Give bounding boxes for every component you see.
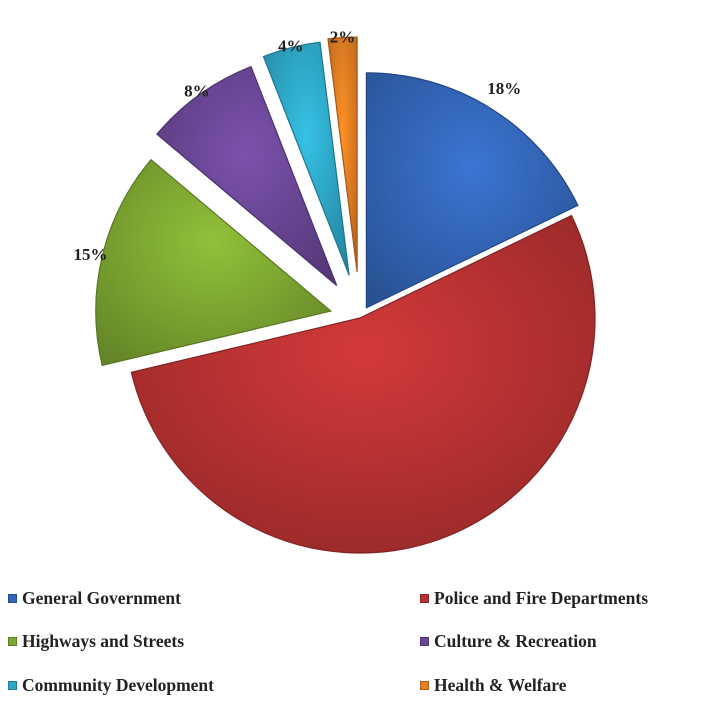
legend-item-culture-and-recreation: Culture & Recreation (420, 631, 597, 652)
legend-item-community-development: Community Development (8, 675, 214, 696)
pie-slices (95, 36, 596, 554)
legend-label: Police and Fire Departments (434, 588, 649, 608)
legend-swatch (420, 681, 429, 690)
legend-swatch (420, 594, 429, 603)
legend-swatch (8, 681, 17, 690)
data-label-general-government: 18% (487, 79, 521, 98)
legend-swatch (8, 594, 17, 603)
pie-labels: 18% 54% 15% 8% 4% 2% (74, 28, 522, 580)
legend-item-highways-and-streets: Highways and Streets (8, 631, 184, 652)
data-label-police-and-fire-departments: 54% (433, 579, 467, 580)
legend-label: Community Development (22, 675, 214, 695)
pie-slice-health-and-welfare (327, 36, 358, 273)
data-label-highways-and-streets: 15% (74, 245, 108, 264)
data-label-culture-and-recreation: 8% (184, 81, 210, 100)
pie-slice-highways-and-streets (95, 158, 333, 367)
pie-slice-culture-and-recreation (156, 65, 338, 286)
legend-item-police-and-fire-departments: Police and Fire Departments (420, 588, 648, 609)
data-label-community-development: 4% (278, 36, 304, 55)
legend-swatch (8, 637, 17, 646)
legend-label: Highways and Streets (22, 631, 185, 651)
legend-item-general-government: General Government (8, 588, 181, 609)
pie-chart: 18% 54% 15% 8% 4% 2% (74, 28, 596, 580)
legend-item-health-and-welfare: Health & Welfare (420, 675, 567, 696)
data-label-health-and-welfare: 2% (330, 28, 356, 47)
pie-slice-community-development (262, 41, 350, 276)
legend-swatch (420, 637, 429, 646)
legend-label: General Government (22, 588, 181, 608)
legend-label: Culture & Recreation (434, 631, 597, 651)
pie-slice-police-and-fire-departments (130, 214, 596, 554)
pie-slice-general-government (365, 72, 579, 309)
legend-label: Health & Welfare (434, 675, 567, 695)
